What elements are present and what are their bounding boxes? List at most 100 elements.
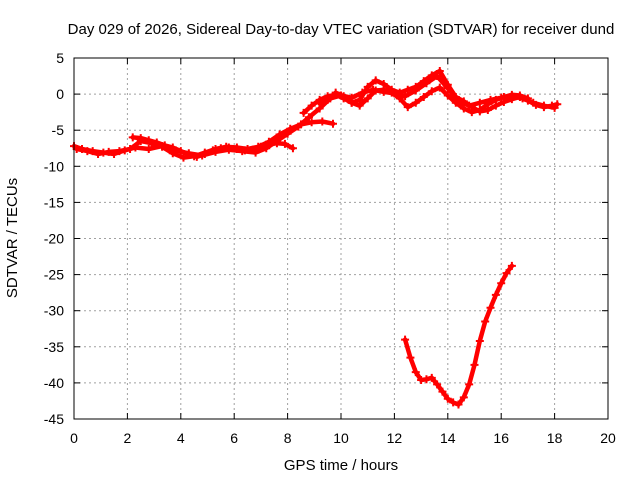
x-tick-label: 18	[547, 430, 563, 446]
data-point	[475, 98, 484, 107]
data-point	[427, 71, 436, 80]
data-point	[363, 82, 372, 91]
data-point	[449, 398, 458, 407]
data-point	[94, 150, 103, 159]
data-point	[406, 353, 415, 362]
data-point	[104, 147, 113, 156]
data-point	[184, 150, 193, 159]
x-tick-label: 12	[387, 430, 403, 446]
data-point	[553, 100, 562, 109]
data-point	[419, 77, 428, 86]
y-tick-label: -40	[44, 375, 64, 391]
data-point	[136, 134, 145, 143]
data-point	[507, 90, 516, 99]
data-point	[459, 97, 468, 106]
data-point	[275, 130, 284, 139]
data-point	[411, 368, 420, 377]
data-point	[328, 119, 337, 128]
data-point	[419, 92, 428, 101]
x-tick-label: 20	[600, 430, 616, 446]
data-point	[427, 87, 436, 96]
data-point	[179, 153, 188, 162]
data-point	[502, 269, 511, 278]
data-point	[307, 118, 316, 127]
data-point	[288, 144, 297, 153]
data-point	[497, 279, 506, 288]
data-point	[304, 113, 313, 122]
data-point	[264, 140, 273, 149]
data-point	[523, 94, 532, 103]
data-point	[315, 99, 324, 108]
data-point	[272, 139, 281, 148]
data-point	[216, 144, 225, 153]
x-tick-label: 0	[70, 430, 78, 446]
x-tick-label: 10	[333, 430, 349, 446]
x-tick-label: 8	[284, 430, 292, 446]
x-tick-label: 16	[493, 430, 509, 446]
y-tick-label: -30	[44, 303, 64, 319]
data-point	[152, 138, 161, 147]
x-tick-label: 6	[230, 430, 238, 446]
data-point	[403, 103, 412, 112]
data-point	[465, 380, 474, 389]
data-point	[411, 82, 420, 91]
data-point	[299, 108, 308, 117]
data-point	[459, 104, 468, 113]
y-tick-label: -45	[44, 411, 64, 427]
chart-title: Day 029 of 2026, Sidereal Day-to-day VTE…	[68, 21, 615, 38]
data-point	[339, 92, 348, 101]
y-tick-label: -25	[44, 267, 64, 283]
data-point	[200, 150, 209, 159]
data-point	[459, 393, 468, 402]
data-point	[483, 100, 492, 109]
x-axis-title: GPS time / hours	[284, 457, 398, 474]
data-point	[160, 141, 169, 150]
data-point	[296, 120, 305, 129]
data-point	[347, 98, 356, 107]
data-point	[475, 337, 484, 346]
data-point	[192, 152, 201, 161]
data-point	[481, 317, 490, 326]
data-point	[467, 108, 476, 117]
data-point	[144, 144, 153, 153]
y-tick-label: -15	[44, 194, 64, 210]
data-point	[507, 261, 516, 270]
data-point	[401, 92, 410, 101]
data-point	[401, 335, 410, 344]
data-point	[387, 88, 396, 97]
data-point	[286, 124, 295, 133]
data-point	[443, 91, 452, 100]
data-point	[355, 101, 364, 110]
data-point	[451, 98, 460, 107]
data-point	[435, 66, 444, 75]
y-tick-label: -20	[44, 231, 64, 247]
data-point	[318, 117, 327, 126]
data-point	[256, 142, 265, 151]
data-point	[427, 373, 436, 382]
y-tick-label: -5	[52, 122, 65, 138]
y-tick-label: 5	[56, 50, 64, 66]
x-tick-label: 2	[124, 430, 132, 446]
data-point	[323, 95, 332, 104]
tick-layer: 0 2 4 6 8 10 12 14 16 18 20 5 0 -5 -10 -15 -20 -25 -30 -35 -…	[44, 50, 616, 446]
data-point	[491, 290, 500, 299]
data-point	[547, 101, 556, 110]
y-tick-label: 0	[56, 86, 64, 102]
data-point	[475, 105, 484, 114]
data-point	[126, 144, 135, 153]
data-point	[115, 147, 124, 156]
data-point	[531, 100, 540, 109]
data-point	[248, 145, 257, 154]
data-point	[331, 88, 340, 97]
data-point	[240, 146, 249, 155]
data-point	[443, 394, 452, 403]
data-point	[307, 101, 316, 110]
data-point	[363, 94, 372, 103]
data-point	[433, 380, 442, 389]
data-point	[515, 91, 524, 100]
data-point	[403, 85, 412, 94]
data-point	[379, 85, 388, 94]
data-point	[435, 83, 444, 92]
